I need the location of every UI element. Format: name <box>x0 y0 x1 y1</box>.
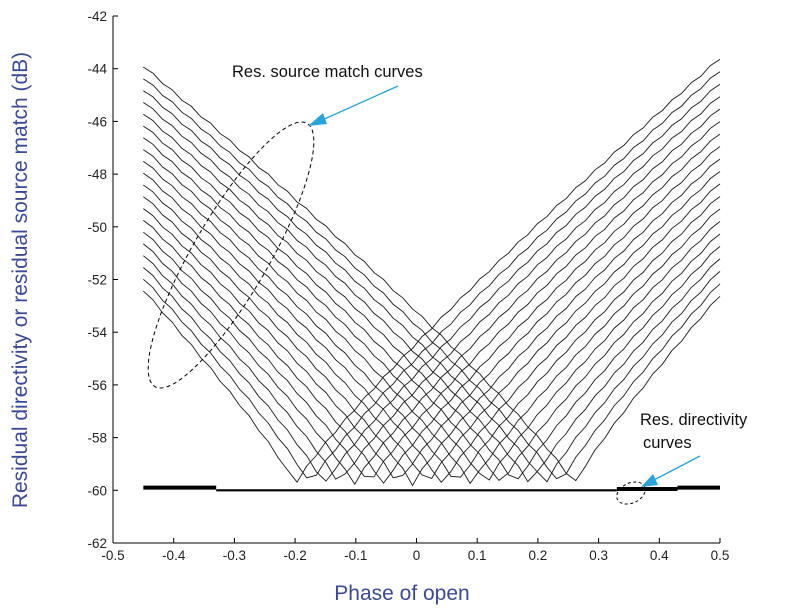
x-tick-label: -0.4 <box>162 548 186 563</box>
source-match-curve <box>143 102 721 483</box>
y-tick-label: -62 <box>87 536 107 551</box>
source-match-curve <box>143 161 721 478</box>
x-tick-label: 0.4 <box>650 548 669 563</box>
x-tick-label: 0.5 <box>711 548 730 563</box>
x-tick-label: -0.2 <box>283 548 306 563</box>
y-tick-label: -46 <box>87 114 107 129</box>
y-tick-label: -60 <box>87 483 107 498</box>
directivity-label: Res. directivity <box>640 411 748 429</box>
x-tick-label: -0.5 <box>101 548 124 563</box>
source-match-curve <box>143 133 721 484</box>
source-match-curve <box>143 113 721 480</box>
x-tick-label: -0.1 <box>344 548 367 563</box>
source-match-curve <box>143 78 721 480</box>
directivity-label-line2: curves <box>643 434 692 452</box>
directivity-curve <box>143 485 720 492</box>
y-axis-title: Residual directivity or residual source … <box>9 52 32 508</box>
source-match-curve <box>143 158 721 487</box>
x-tick-label: 0.2 <box>529 548 548 563</box>
x-tick-label: 0.3 <box>589 548 608 563</box>
directivity-arrow <box>651 455 701 482</box>
source-match-ellipse <box>147 121 315 389</box>
source-match-curve <box>143 108 721 486</box>
directivity-ellipse <box>616 481 646 505</box>
directivity-arrowhead <box>641 474 658 487</box>
source-match-arrowhead <box>308 113 327 126</box>
y-tick-label: -50 <box>87 220 107 235</box>
source-match-curve <box>143 171 721 479</box>
source-match-curve <box>143 71 721 479</box>
y-axis-ticks: -62 -60 -58 -56 -54 -52 -50 -48 -46 -44 -42 <box>87 9 118 551</box>
source-match-curve <box>143 149 721 485</box>
source-match-curve <box>143 125 721 482</box>
source-match-curve <box>143 146 721 479</box>
y-tick-label: -42 <box>87 9 107 24</box>
source-match-curve <box>143 137 721 481</box>
y-tick-label: -58 <box>87 431 107 446</box>
y-tick-label: -44 <box>87 62 107 77</box>
source-match-curve <box>143 90 721 483</box>
source-match-curve <box>143 96 721 480</box>
x-axis-title: Phase of open <box>334 582 469 605</box>
source-match-label: Res. source match curves <box>232 63 423 81</box>
y-tick-label: -48 <box>87 167 107 182</box>
source-match-curve <box>143 172 721 484</box>
y-tick-label: -54 <box>87 325 107 340</box>
x-tick-label: 0.1 <box>468 548 487 563</box>
y-tick-label: -56 <box>87 378 107 393</box>
source-match-arrow <box>319 85 399 122</box>
x-tick-label: -0.3 <box>223 548 246 563</box>
source-match-curves <box>142 58 721 487</box>
source-match-curve <box>143 66 721 482</box>
x-tick-label: 0 <box>413 548 421 563</box>
source-match-curve <box>142 58 721 483</box>
y-tick-label: -52 <box>87 273 107 288</box>
source-match-curve <box>143 121 721 478</box>
source-match-curve <box>143 83 721 482</box>
x-axis-ticks: -0.5 -0.4 -0.3 -0.2 -0.1 0 0.1 0.2 0.3 0.4 0.5 <box>101 538 729 563</box>
